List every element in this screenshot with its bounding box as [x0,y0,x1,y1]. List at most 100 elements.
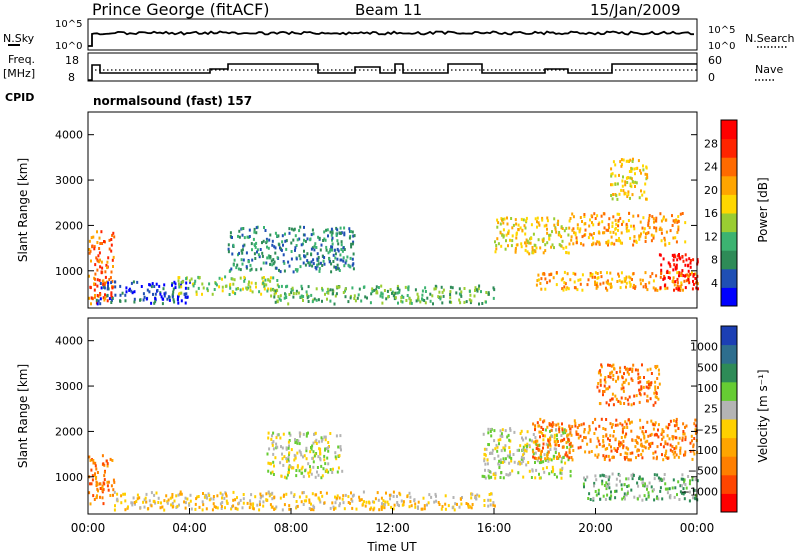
echo-cell [499,231,502,235]
echo-cell [592,498,595,502]
echo-cell [630,377,633,381]
colorbar-swatch [721,419,737,439]
echo-cell [285,239,288,243]
echo-cell [602,393,604,397]
echo-cell [94,464,97,468]
echo-cell [660,263,663,267]
echo-cell [682,422,685,426]
echo-cell [627,229,630,233]
echo-cell [596,272,599,275]
echo-cell [541,272,544,276]
echo-cell [294,456,297,460]
echo-cell [232,243,235,247]
echo-cell [503,217,506,221]
echo-cell [322,239,325,242]
echo-cell [619,216,622,220]
echo-cell [287,468,290,472]
echo-cell [152,292,154,296]
echo-cell [334,455,337,459]
echo-cell [172,298,175,302]
echo-cell [102,462,105,466]
echo-cell [423,504,426,508]
echo-cell [623,426,626,429]
echo-cell [95,475,98,479]
echo-cell [424,286,427,290]
echo-cell [665,449,668,453]
echo-cell [567,433,570,437]
echo-cell [433,500,436,504]
echo-cell [206,287,209,291]
echo-cell [120,501,123,505]
echo-cell [380,284,383,288]
echo-cell [131,291,134,295]
echo-cell [93,295,96,299]
echo-cell [654,288,657,292]
echo-cell [639,278,642,282]
echo-cell [380,291,383,295]
echo-cell [267,278,270,282]
echo-cell [601,479,604,483]
echo-cell [579,278,582,282]
colorbar-frame [720,325,738,513]
echo-cell [664,482,667,486]
echo-cell [570,433,573,437]
echo-cell [449,296,452,300]
echo-cell [589,274,592,278]
echo-cell [298,237,301,241]
echo-cell [292,228,295,232]
echo-cell [536,444,539,448]
echo-cell [539,458,542,462]
echo-cell [313,506,316,509]
echo-cell [560,476,563,480]
echo-cell [632,473,635,477]
echo-cell [591,243,593,247]
echo-cell [597,439,600,443]
echo-cell [625,432,628,436]
echo-cell [525,447,528,451]
echo-cell [609,422,612,426]
echo-cell [694,431,697,435]
echo-cell [288,231,291,235]
echo-cell [544,458,547,462]
echo-cell [563,281,566,285]
echo-cell [612,455,615,459]
echo-cell [566,445,569,449]
echo-cell [322,467,325,471]
echo-cell [277,295,280,299]
echo-cell [96,302,99,306]
echo-cell [336,228,339,232]
echo-cell [176,504,179,508]
echo-cell [106,266,109,270]
echo-cell [618,237,620,240]
echo-cell [415,299,418,303]
echo-cell [338,496,341,500]
echo-cell [597,371,600,375]
echo-cell [261,494,264,498]
echo-cell [266,452,269,456]
echo-cell [106,299,109,303]
echo-cell [487,427,490,431]
echo-cell [96,487,99,491]
echo-cell [577,278,580,282]
echo-cell [276,445,279,449]
echo-cell [253,252,256,256]
echo-cell [507,229,510,233]
echo-cell [442,294,445,298]
echo-cell [654,219,657,223]
echo-cell [328,249,331,253]
echo-cell [597,382,600,385]
echo-cell [518,448,520,452]
echo-cell [497,462,500,466]
echo-cell [508,438,511,442]
echo-cell [101,485,104,489]
echo-cell [610,235,613,239]
echo-cell [612,434,615,438]
echo-cell [617,272,620,276]
echo-cell [280,445,282,449]
echo-cell [304,263,307,267]
echo-cell [609,230,612,234]
echo-cell [130,281,133,285]
echo-cell [267,246,270,250]
echo-cell [662,458,665,462]
